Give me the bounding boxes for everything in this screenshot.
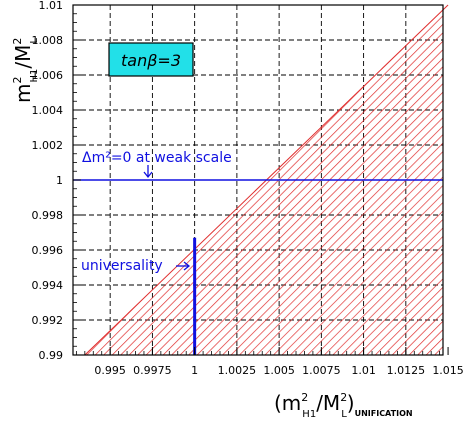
x-tick-label: 0.995: [94, 364, 126, 377]
y-tick-label: 1.006: [32, 69, 64, 82]
y-axis-title: m2 H1/M2 L: [11, 38, 40, 103]
x-tick-label: 1.0125: [387, 364, 426, 377]
y-tick-label: 1.01: [39, 0, 64, 12]
y-tick-label: 1.002: [32, 139, 64, 152]
y-tick-label: 0.998: [32, 209, 64, 222]
x-tick-label: 1.0075: [302, 364, 341, 377]
x-tick-label: 1.015: [432, 364, 464, 377]
y-tick-label: 1: [56, 174, 63, 187]
y-tick-label: 1.004: [32, 104, 64, 117]
y-tick-label: 0.99: [39, 349, 64, 362]
y-tick-label: 1.008: [32, 34, 64, 47]
y-tick-label: 0.992: [32, 314, 64, 327]
weak-scale-arrow: [143, 165, 153, 179]
tanbeta-box: [108, 42, 194, 77]
universality-arrow: [176, 261, 191, 271]
x-tick-label: 1.005: [263, 364, 295, 377]
x-tick-label: 1.01: [351, 364, 376, 377]
x-tick-label: 1: [191, 364, 198, 377]
x-axis-title: (m2 H1/M2 L)UNIFICATION: [274, 391, 413, 420]
universality-annotation: universality: [81, 258, 163, 274]
tanbeta-label: tanβ=3: [121, 51, 181, 70]
x-axis-ticks: 0.995 0.9975 1 1.0025 1.005 1.0075 1.01 1.0125 1…: [75, 347, 464, 377]
y-tick-label: 0.996: [32, 244, 64, 257]
y-axis-ticks: 0.99 0.992 0.994 0.996 0.998 1 1.002 1.004 1.006…: [32, 0, 81, 362]
x-tick-label: 1.0025: [218, 364, 257, 377]
y-tick-label: 0.994: [32, 279, 64, 292]
weak-scale-annotation: Δm²=0 at weak scale: [82, 150, 232, 166]
x-tick-label: 0.9975: [133, 364, 172, 377]
